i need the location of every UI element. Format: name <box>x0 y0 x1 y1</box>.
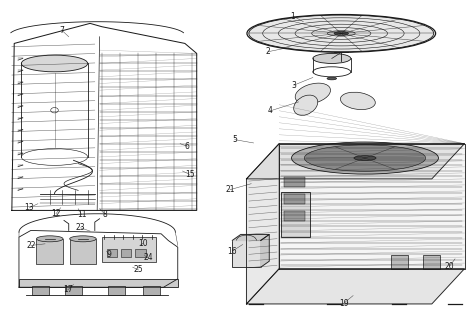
Text: 6: 6 <box>185 142 190 151</box>
Ellipse shape <box>340 92 375 110</box>
Text: 9: 9 <box>107 250 111 259</box>
Polygon shape <box>246 144 279 304</box>
Text: 24: 24 <box>143 254 153 262</box>
Ellipse shape <box>36 236 63 242</box>
Bar <box>121 249 131 257</box>
Text: 4: 4 <box>268 107 273 115</box>
Ellipse shape <box>294 95 318 115</box>
Polygon shape <box>232 234 269 240</box>
Ellipse shape <box>327 77 337 80</box>
Ellipse shape <box>334 31 348 35</box>
Polygon shape <box>279 144 465 269</box>
Ellipse shape <box>304 145 426 171</box>
Ellipse shape <box>354 156 376 160</box>
Bar <box>135 249 146 257</box>
Bar <box>283 210 305 220</box>
Text: 15: 15 <box>185 170 194 179</box>
Text: 17: 17 <box>63 286 73 294</box>
Ellipse shape <box>70 236 96 242</box>
Text: 23: 23 <box>76 223 85 232</box>
Text: 2: 2 <box>265 47 270 56</box>
Bar <box>32 286 49 295</box>
Polygon shape <box>261 234 269 267</box>
Bar <box>108 286 125 295</box>
Bar <box>70 239 96 264</box>
Ellipse shape <box>249 15 434 52</box>
Bar <box>102 237 156 262</box>
Text: 12: 12 <box>51 209 61 218</box>
Text: 21: 21 <box>225 185 235 194</box>
Polygon shape <box>246 269 465 304</box>
Text: 16: 16 <box>228 247 237 256</box>
Bar <box>65 286 82 295</box>
Bar <box>36 239 63 264</box>
Text: 5: 5 <box>232 135 237 144</box>
Text: 13: 13 <box>25 203 34 212</box>
Ellipse shape <box>313 53 351 63</box>
Bar <box>143 286 160 295</box>
Ellipse shape <box>292 142 438 174</box>
Bar <box>391 255 408 269</box>
Text: 1: 1 <box>291 12 295 20</box>
Text: 22: 22 <box>26 241 36 250</box>
Text: 25: 25 <box>134 266 143 274</box>
Ellipse shape <box>21 55 88 72</box>
Text: 10: 10 <box>138 239 148 247</box>
Text: 8: 8 <box>103 210 108 219</box>
Bar <box>282 192 310 236</box>
Bar <box>283 177 305 187</box>
Bar <box>232 240 261 267</box>
Ellipse shape <box>295 83 330 104</box>
Text: 11: 11 <box>77 210 86 219</box>
Bar <box>107 249 117 257</box>
Polygon shape <box>246 144 465 179</box>
Bar <box>423 255 440 269</box>
Text: 7: 7 <box>59 26 64 34</box>
Bar <box>283 194 305 204</box>
Text: 3: 3 <box>292 81 296 90</box>
Bar <box>19 279 178 287</box>
Text: 20: 20 <box>445 262 454 271</box>
Text: 19: 19 <box>339 299 348 308</box>
